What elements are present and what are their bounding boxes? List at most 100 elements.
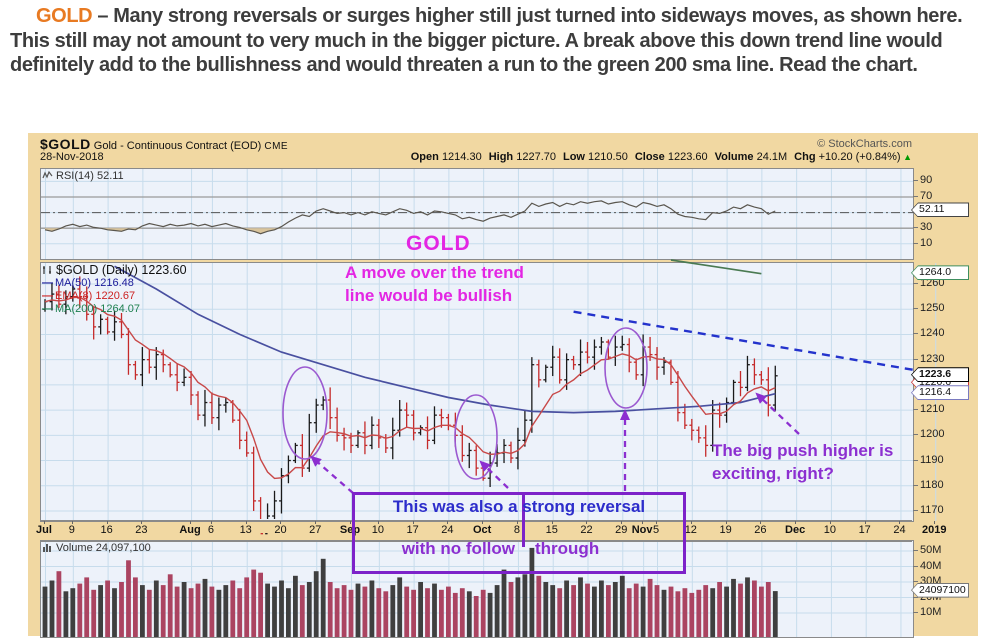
quote-value: 1223.60 <box>668 151 708 163</box>
axis-label: 1210 <box>920 403 944 415</box>
symbol-title: $GOLD <box>40 136 91 152</box>
annotation-trend-note: A move over the trend line would be bull… <box>345 261 524 307</box>
annotation-push-note: The big push higher is exciting, right? <box>712 439 893 485</box>
date-tick-label: Dec <box>785 524 805 536</box>
ema8-swatch: — <box>42 290 53 302</box>
price-legend: $GOLD (Daily) 1223.60 —MA(50) 1216.48 —E… <box>42 264 187 316</box>
axis-tick-mark <box>913 581 918 582</box>
value-tag: 1223.6 <box>911 367 969 382</box>
quote-label: Close <box>635 151 665 163</box>
axis-tick-mark <box>913 460 918 461</box>
axis-tick-mark <box>913 243 918 244</box>
price-plot-icon <box>42 265 53 275</box>
chart-date: 28-Nov-2018 <box>40 151 104 163</box>
date-tick-label: 9 <box>69 524 75 536</box>
axis-label: 70 <box>920 190 932 202</box>
axis-label: 1250 <box>920 302 944 314</box>
quote-value: +10.20 (+0.84%) <box>819 151 901 163</box>
axis-tick-mark <box>913 196 918 197</box>
axis-label: 40M <box>920 560 941 572</box>
reversal-circle <box>605 328 647 408</box>
axis-tick-mark <box>913 566 918 567</box>
rsi-legend: RSI(14) 52.11 <box>42 170 124 183</box>
quote-value: 1210.50 <box>588 151 628 163</box>
date-tick-label: 6 <box>208 524 214 536</box>
horizontal-gridlines <box>41 181 913 243</box>
value-tag: 24097100 <box>911 583 969 598</box>
date-tick-label: 19 <box>719 524 731 536</box>
date-tick-label: 17 <box>859 524 871 536</box>
stockchart-image: $GOLD Gold - Continuous Contract (EOD) C… <box>28 133 978 636</box>
chart-header-row: $GOLD Gold - Continuous Contract (EOD) C… <box>40 136 912 151</box>
axis-label: 1190 <box>920 454 944 466</box>
quote-value: 1214.30 <box>442 151 482 163</box>
quote-value: 1227.70 <box>516 151 556 163</box>
axis-label: 10 <box>920 237 932 249</box>
symbol-legend-text: $GOLD (Daily) 1223.60 <box>56 263 187 277</box>
reversal-circle <box>283 367 327 459</box>
volume-legend: Volume 24,097,100 <box>42 542 151 555</box>
axis-label: 90 <box>920 174 932 186</box>
quote-label: Chg <box>794 151 815 163</box>
quote-label: Open <box>411 151 439 163</box>
date-tick-label: 20 <box>274 524 286 536</box>
axis-tick-mark <box>913 612 918 613</box>
reversal-subtitle-left: with no follow <box>369 539 515 559</box>
date-tick-label: 12 <box>685 524 697 536</box>
value-tag: 52.11 <box>911 202 969 217</box>
article-body: – Many strong reversals or surges higher… <box>10 5 962 76</box>
axis-label: 30 <box>920 221 932 233</box>
axis-label: 1240 <box>920 327 944 339</box>
ma200-swatch: — <box>42 303 53 315</box>
rsi-indicator-icon <box>42 171 53 180</box>
value-tag: 1216.4 <box>911 385 969 400</box>
reversal-subtitle-right: through <box>535 539 599 559</box>
ma50-swatch: — <box>42 277 53 289</box>
article-lead: GOLD <box>36 5 92 27</box>
axis-tick-mark <box>913 485 918 486</box>
axis-tick-mark <box>913 333 918 334</box>
article-paragraph: GOLD – Many strong reversals or surges h… <box>10 4 982 78</box>
axis-tick-mark <box>913 550 918 551</box>
symbol-legend-row: $GOLD (Daily) 1223.60 <box>42 264 187 277</box>
ema8-legend-text: EMA(8) 1220.67 <box>55 290 135 302</box>
axis-tick-mark <box>913 510 918 511</box>
axis-label: 50M <box>920 544 941 556</box>
ema8-legend-row: —EMA(8) 1220.67 <box>42 290 187 303</box>
rsi-legend-text: RSI(14) 52.11 <box>56 170 124 182</box>
change-up-arrow-icon: ▲ <box>901 152 912 162</box>
axis-label: 1180 <box>920 479 944 491</box>
reversal-annotation-box: This was also a strong reversal with no … <box>352 492 686 574</box>
date-tick-label: 24 <box>893 524 905 536</box>
date-tick-label: 10 <box>824 524 836 536</box>
axis-tick-mark <box>913 283 918 284</box>
date-tick-label: 13 <box>240 524 252 536</box>
axis-label: 10M <box>920 606 941 618</box>
date-tick-label: Aug <box>179 524 200 536</box>
ma200-legend-row: —MA(200) 1264.07 <box>42 303 187 316</box>
rsi-panel <box>40 168 914 260</box>
date-tick-label: 27 <box>309 524 321 536</box>
axis-tick-mark <box>913 434 918 435</box>
date-tick-label: 16 <box>100 524 112 536</box>
axis-tick-mark <box>913 359 918 360</box>
axis-label: 1170 <box>920 504 944 516</box>
axis-label: 1200 <box>920 428 944 440</box>
axis-label: 1230 <box>920 353 944 365</box>
vertical-gridlines <box>46 169 915 259</box>
axis-tick-mark <box>913 308 918 309</box>
axis-tick-mark <box>913 227 918 228</box>
ma200-legend-text: MA(200) 1264.07 <box>55 303 140 315</box>
quote-value: 24.1M <box>757 151 788 163</box>
axis-tick-mark <box>913 180 918 181</box>
date-tick-label: 23 <box>135 524 147 536</box>
annotation-gold-label: GOLD <box>406 232 471 256</box>
volume-legend-text: Volume 24,097,100 <box>56 542 151 554</box>
copyright-label: © StockCharts.com <box>817 138 912 150</box>
ma50-legend-text: MA(50) 1216.48 <box>55 277 134 289</box>
ma200-line <box>671 260 761 274</box>
reversal-title: This was also a strong reversal <box>355 497 683 517</box>
